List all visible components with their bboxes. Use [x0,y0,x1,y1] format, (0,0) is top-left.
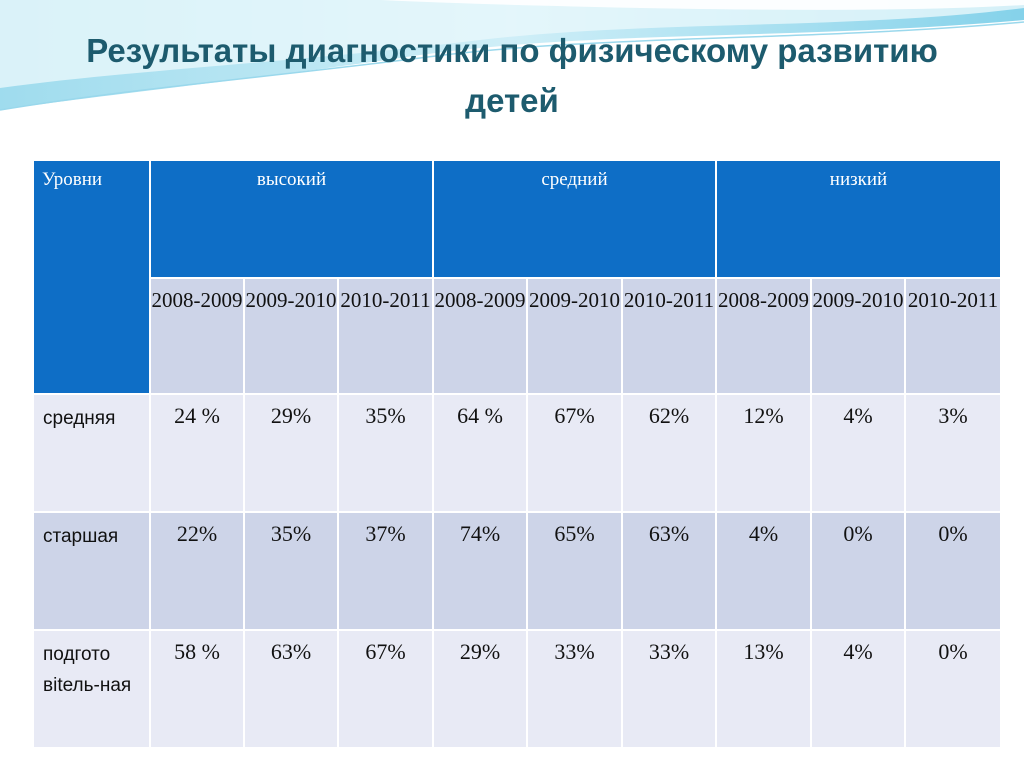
value-cell: 4% [810,629,906,749]
value-cell: 63% [243,629,339,749]
decorative-wave [0,0,1024,111]
value-cell: 29% [432,629,528,749]
header-row: Уровни высокий средний низкий [32,159,1003,395]
table-row: старшая 22% 35% 37% 74% 65% 63% 4% 0% 0% [32,511,1003,631]
value-cell: 64 % [432,393,528,513]
year-cell: 2009-2010 [243,277,339,395]
value-cell: 24 % [149,393,245,513]
year-cell: 2008-2009 [715,277,812,395]
value-cell: 22% [149,511,245,631]
value-cell: 63% [621,511,717,631]
results-table: Уровни высокий средний низкий 2008-2009 … [32,159,1003,749]
value-cell: 58 % [149,629,245,749]
year-cell: 2009-2010 [526,277,623,395]
year-cell: 2008-2009 [149,277,245,395]
value-cell: 37% [337,511,434,631]
table-row: подгото вitель-ная 58 % 63% 67% 29% 33% … [32,629,1003,749]
value-cell: 65% [526,511,623,631]
value-cell: 4% [715,511,812,631]
year-cell: 2010-2011 [621,277,717,395]
year-cell: 2010-2011 [903,277,1003,395]
value-cell: 3% [903,393,1003,513]
value-cell: 0% [810,511,906,631]
header-group-low: низкий [714,159,1003,279]
table-row: средняя 24 % 29% 35% 64 % 67% 62% 12% 4%… [32,393,1003,513]
value-cell: 29% [243,393,339,513]
year-cell: 2008-2009 [432,277,528,395]
slide-title-line2: детей [465,82,559,119]
header-group-medium: средний [432,159,717,279]
header-levels: Уровни [32,159,151,395]
year-cell: 2010-2011 [337,277,434,395]
value-cell: 0% [903,629,1003,749]
value-cell: 13% [715,629,812,749]
row-label: подгото вitель-ная [32,629,151,749]
slide-title-line1: Результаты диагностики по физическому ра… [86,32,938,69]
value-cell: 35% [337,393,434,513]
value-cell: 33% [526,629,623,749]
value-cell: 12% [715,393,812,513]
value-cell: 0% [903,511,1003,631]
value-cell: 4% [810,393,906,513]
value-cell: 62% [621,393,717,513]
header-group-high: высокий [149,159,434,279]
value-cell: 33% [621,629,717,749]
year-row: 2008-2009 2009-2010 2010-2011 2008-2009 … [33,277,1003,395]
row-label: старшая [32,511,151,631]
value-cell: 74% [432,511,528,631]
row-label: средняя [32,393,151,513]
value-cell: 35% [243,511,339,631]
slide-title: Результаты диагностики по физическому ра… [40,26,984,126]
value-cell: 67% [526,393,623,513]
year-cell: 2009-2010 [810,277,906,395]
value-cell: 67% [337,629,434,749]
